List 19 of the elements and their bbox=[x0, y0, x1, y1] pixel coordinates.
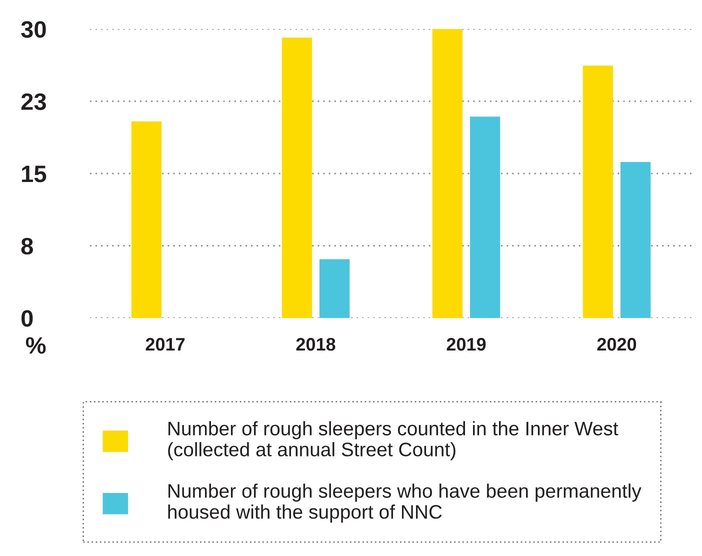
x-tick-label: 2019 bbox=[446, 338, 486, 351]
legend-label: Number of rough sleepers counted in the Inner West (collected at annual Street Count) bbox=[168, 421, 618, 460]
bar bbox=[432, 29, 462, 318]
bar bbox=[620, 162, 651, 318]
bar bbox=[470, 116, 500, 318]
x-tick-label: 2020 bbox=[597, 338, 636, 351]
y-axis-title: % bbox=[26, 337, 46, 354]
y-tick-label: 0 bbox=[21, 310, 33, 327]
y-tick-label: 23 bbox=[21, 93, 46, 110]
y-tick-label: 8 bbox=[21, 238, 33, 255]
bar bbox=[282, 38, 312, 318]
y-tick-label: 15 bbox=[22, 166, 46, 182]
x-tick-label: 2018 bbox=[296, 338, 336, 351]
bar bbox=[320, 259, 350, 318]
x-tick-label: 2017 bbox=[146, 338, 185, 351]
bar bbox=[131, 121, 162, 318]
y-tick-label: 30 bbox=[21, 21, 46, 38]
legend-label: Number of rough sleepers who have been permanently housed with the support of NNC bbox=[168, 484, 642, 523]
bar bbox=[582, 66, 613, 318]
